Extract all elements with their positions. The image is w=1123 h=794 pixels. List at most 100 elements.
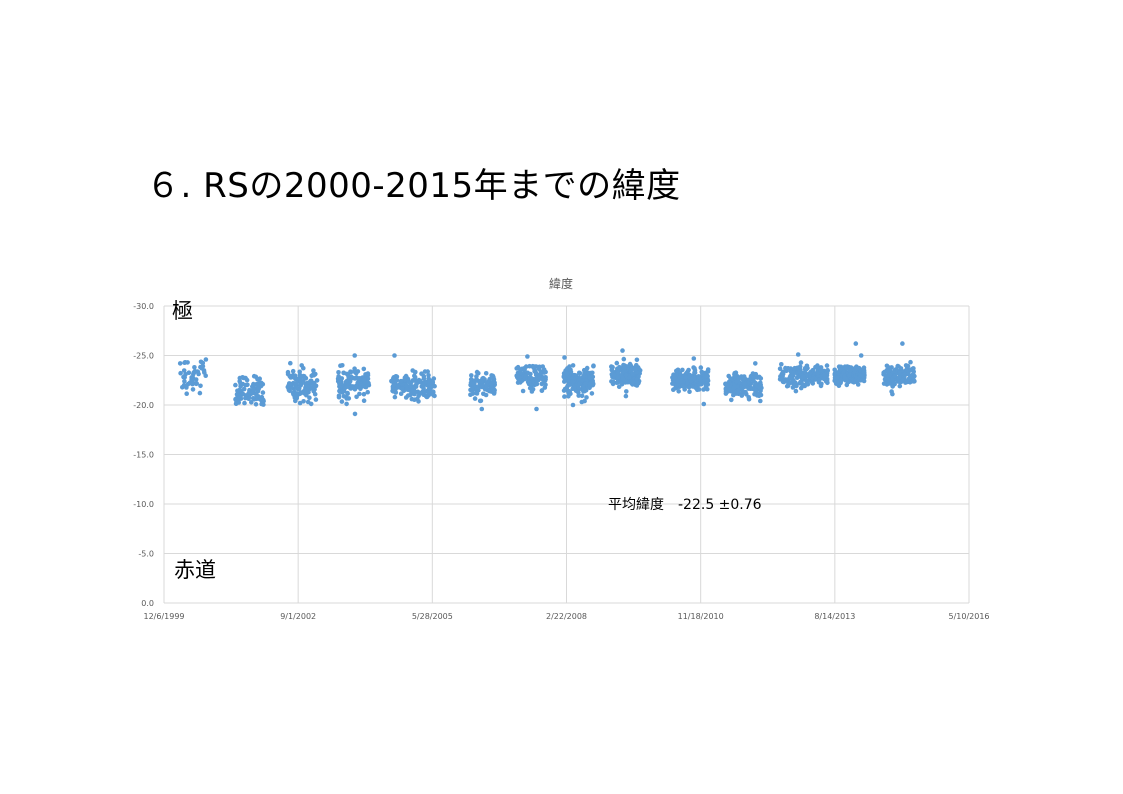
y-tick-label: 0.0 [141, 599, 154, 608]
data-point [577, 375, 582, 381]
data-point [800, 374, 806, 380]
data-point [536, 366, 542, 372]
data-point [855, 365, 861, 371]
data-point [581, 386, 586, 391]
data-point [905, 379, 910, 385]
data-point [297, 372, 303, 378]
data-point [298, 383, 304, 388]
data-point [492, 387, 497, 393]
data-point [834, 380, 840, 385]
data-point [577, 381, 583, 387]
data-point [314, 378, 320, 383]
y-tick-label: -25.0 [133, 352, 154, 361]
data-point [622, 365, 627, 371]
data-point [469, 373, 474, 378]
data-point [729, 376, 734, 382]
data-point [624, 379, 629, 384]
mean-latitude-annotation: 平均緯度 -22.5 ±0.76 [608, 497, 762, 513]
data-point [698, 365, 704, 370]
data-point [298, 377, 303, 383]
data-point [838, 377, 844, 383]
data-point [357, 376, 362, 381]
data-point [251, 373, 257, 379]
data-point [251, 387, 256, 392]
data-point [581, 374, 586, 379]
data-point [195, 369, 201, 375]
data-point [633, 367, 638, 372]
data-point [798, 360, 804, 365]
data-point [795, 352, 801, 357]
data-point [392, 353, 397, 358]
data-point [884, 363, 890, 369]
x-tick-label: 11/18/2010 [678, 612, 724, 621]
data-point [742, 381, 748, 387]
data-point [842, 375, 848, 381]
data-point [257, 397, 263, 402]
data-point [365, 371, 371, 376]
data-point [235, 388, 240, 394]
data-point [234, 392, 240, 397]
data-point [630, 371, 636, 376]
data-point [861, 378, 867, 384]
data-point [725, 383, 730, 389]
data-point [564, 371, 570, 377]
data-point [616, 384, 622, 390]
data-point [181, 368, 187, 373]
data-point [756, 391, 762, 397]
data-point [404, 383, 409, 389]
data-point [615, 370, 621, 376]
data-point [727, 387, 733, 392]
data-point [426, 390, 432, 396]
data-point [679, 378, 684, 384]
data-point [692, 376, 697, 382]
data-point [693, 385, 698, 390]
data-point [192, 365, 197, 370]
data-point [591, 363, 596, 369]
data-point [305, 399, 311, 405]
data-point [292, 393, 298, 399]
data-point [391, 376, 397, 382]
data-point [342, 386, 347, 392]
data-point [398, 391, 404, 397]
data-point [474, 391, 480, 396]
data-point [484, 380, 490, 385]
data-point [792, 365, 797, 371]
y-tick-label: -20.0 [133, 401, 154, 410]
data-point [430, 389, 435, 394]
data-point [700, 371, 705, 377]
data-point [851, 380, 857, 385]
data-point [582, 370, 587, 376]
data-point [479, 384, 485, 390]
data-point [479, 378, 484, 384]
data-point [886, 368, 891, 374]
data-point [539, 388, 545, 393]
data-point [421, 376, 427, 381]
data-point [634, 380, 640, 385]
data-point [203, 357, 209, 362]
data-point [619, 374, 625, 380]
data-point [470, 386, 476, 392]
data-point [344, 401, 349, 407]
data-point [672, 374, 677, 380]
data-point [566, 378, 571, 383]
data-point [753, 381, 759, 386]
data-point [343, 379, 349, 385]
data-point [240, 391, 246, 397]
chart-grid [163, 305, 970, 604]
data-point [287, 381, 293, 387]
data-point [233, 382, 238, 388]
data-point [807, 370, 813, 376]
data-point [490, 379, 496, 385]
data-point [419, 371, 424, 377]
data-point [339, 399, 345, 404]
data-point [736, 387, 741, 393]
data-point [621, 356, 627, 362]
data-point [705, 369, 711, 374]
data-point [392, 394, 398, 400]
pole-label: 極 [172, 299, 193, 323]
data-point [784, 383, 790, 389]
data-point [515, 373, 520, 378]
data-point [900, 341, 905, 346]
data-point [293, 398, 298, 404]
data-point [752, 391, 757, 397]
